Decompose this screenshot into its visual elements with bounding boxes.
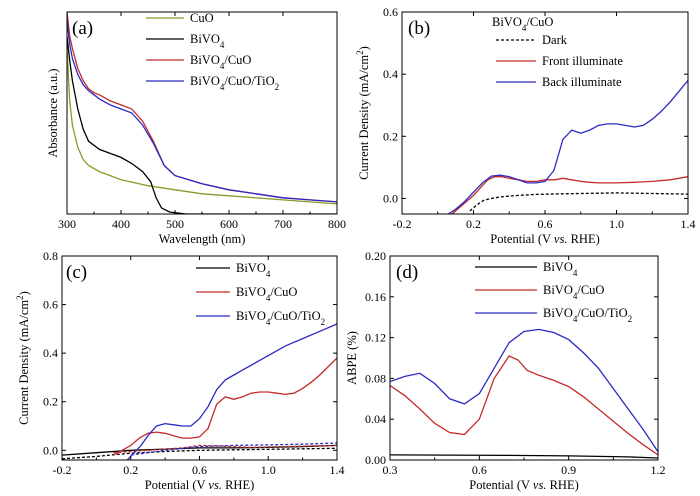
- y-tick-label: 0.00: [365, 453, 386, 467]
- legend-label: BiVO4/CuO/TiO2: [190, 74, 279, 92]
- x-tick-label: 500: [166, 217, 184, 231]
- series-line: [67, 20, 337, 203]
- panel-label: (b): [408, 18, 430, 39]
- y-tick-label: 0.0: [383, 191, 398, 205]
- y-tick-label: 0.4: [43, 346, 58, 360]
- x-tick-label: 1.2: [651, 463, 666, 477]
- x-tick-label: 1.0: [261, 463, 276, 477]
- y-tick-label: 0.12: [365, 331, 386, 345]
- series-line: [390, 328, 658, 453]
- legend-label: CuO: [190, 11, 214, 25]
- series-line: [126, 323, 337, 460]
- series-line: [113, 444, 337, 454]
- y-tick-label: 0.04: [365, 412, 386, 426]
- y-axis-label: Current Density (mA/cm2): [355, 46, 371, 180]
- x-tick-label: 1.0: [609, 217, 624, 231]
- panel-d: 0.3 0.6 0.9 1.2 0.00 0.04 0.08 0.12 0.16 0.20 Pote…: [345, 249, 666, 492]
- x-tick-label: 0.6: [538, 217, 553, 231]
- legend-label: BiVO4: [190, 32, 225, 50]
- series-line: [448, 79, 688, 214]
- series-group: [390, 328, 658, 459]
- x-tick-label: 300: [58, 217, 76, 231]
- x-tick-label: 800: [328, 217, 346, 231]
- x-tick-label: 0.2: [466, 217, 481, 231]
- y-axis-label: Absorbance (a.u.): [46, 68, 60, 157]
- legend-label: BiVO4/CuO/TiO2: [543, 306, 632, 324]
- series-line: [62, 447, 337, 460]
- series-line: [390, 454, 658, 459]
- legend-title: BiVO4/CuO: [492, 15, 553, 33]
- series-line: [67, 36, 337, 214]
- legend-label: BiVO4/CuO: [190, 53, 251, 71]
- x-axis-label: Potential (V vs. RHE): [490, 232, 600, 246]
- panel-label: (c): [66, 262, 87, 283]
- y-tick-label: 0.08: [365, 371, 386, 385]
- series-line: [390, 355, 658, 456]
- y-tick-label: 0.0: [43, 443, 58, 457]
- x-tick-label: 0.9: [561, 463, 576, 477]
- y-tick-label: 0.8: [43, 249, 58, 263]
- legend-label: BiVO4: [543, 260, 578, 278]
- series-line: [469, 192, 688, 212]
- y-tick-label: 0.2: [383, 129, 398, 143]
- legend-label: BiVO4: [236, 261, 271, 279]
- panel-c: -0.2 0.2 0.6 1.0 1.4 0.0 0.2 0.4 0.6 0.8 Potential…: [15, 249, 345, 492]
- x-tick-label: 0.6: [472, 463, 487, 477]
- panel-label: (a): [72, 18, 93, 39]
- panel-label: (d): [396, 262, 418, 283]
- x-tick-label: 1.4: [330, 463, 345, 477]
- x-tick-label: 0.2: [123, 463, 138, 477]
- x-axis-label: Potential (V vs. RHE): [145, 478, 255, 492]
- y-axis-label: ABPE (%): [345, 331, 359, 385]
- legend-label: BiVO4/CuO: [236, 285, 297, 303]
- legend-label: BiVO4/CuO/TiO2: [236, 309, 325, 327]
- x-tick-label: 700: [274, 217, 292, 231]
- plot-frame: [389, 255, 659, 461]
- x-tick-label: 1.4: [681, 217, 696, 231]
- legend-label: BiVO4/CuO: [543, 283, 604, 301]
- legend-label: Dark: [542, 33, 568, 47]
- x-tick-label: 0.3: [383, 463, 398, 477]
- x-tick-label: 600: [220, 217, 238, 231]
- y-tick-label: 0.2: [43, 395, 58, 409]
- series-line: [130, 442, 337, 456]
- x-tick-label: -0.2: [393, 217, 412, 231]
- x-axis-label: Wavelength (nm): [159, 232, 246, 246]
- legend-label: Back illuminate: [542, 75, 622, 89]
- legend-label: Front illuminate: [542, 54, 623, 68]
- y-tick-label: 0.6: [383, 5, 398, 19]
- y-tick-label: 0.20: [365, 249, 386, 263]
- x-axis-label: Potential (V vs. RHE): [469, 478, 579, 492]
- series-group: [67, 12, 337, 214]
- series-group: [62, 323, 337, 460]
- y-axis-label: Current Density (mA/cm2): [15, 291, 31, 425]
- panel-a: 300 400 500 600 700 800 Wavelength (nm) Absorba…: [46, 11, 346, 246]
- y-tick-label: 0.6: [43, 298, 58, 312]
- series-line: [67, 48, 337, 205]
- x-tick-label: 0.6: [192, 463, 207, 477]
- x-tick-label: 400: [112, 217, 130, 231]
- series-line: [451, 176, 688, 214]
- series-line: [113, 357, 337, 456]
- y-tick-label: 0.16: [365, 290, 386, 304]
- x-tick-label: -0.2: [53, 463, 72, 477]
- series-group: [448, 79, 688, 214]
- y-tick-label: 0.4: [383, 67, 398, 81]
